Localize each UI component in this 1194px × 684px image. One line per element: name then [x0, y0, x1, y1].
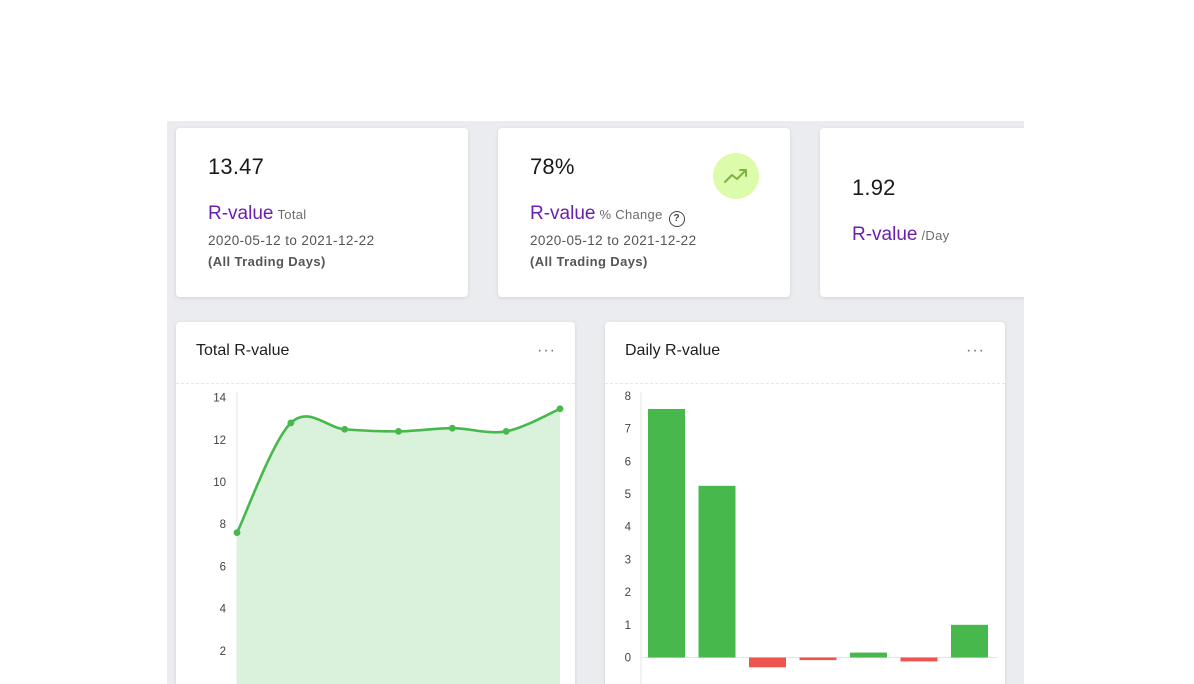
- total-rvalue-chart: 2 4 6 8 10 12 14: [213, 392, 564, 684]
- stat-value: 78%: [530, 154, 575, 179]
- trending-up-icon: [713, 153, 759, 199]
- data-point: [233, 529, 241, 537]
- y-tick-label: 12: [213, 435, 226, 447]
- y-tick-label: 2: [220, 646, 226, 658]
- bar: [900, 657, 938, 662]
- stat-value: 1.92: [852, 175, 896, 200]
- stat-note: (All Trading Days): [208, 254, 326, 269]
- data-point: [287, 419, 295, 427]
- stat-card-total: 13.47 R-value Total 2020-05-12 to 2021-12…: [176, 128, 468, 297]
- bar: [951, 624, 988, 658]
- y-tick-label: 7: [625, 424, 631, 436]
- more-options-icon[interactable]: ···: [966, 342, 985, 359]
- y-tick-label: 14: [213, 393, 226, 405]
- stat-label-sub: /Day: [921, 228, 950, 243]
- chart-title: Daily R-value: [625, 342, 721, 359]
- y-tick-label: 10: [213, 477, 226, 489]
- daily-rvalue-card: Daily R-value ··· 0 1 2 3 4 5 6 7 8: [605, 322, 1005, 684]
- divider: [176, 383, 575, 384]
- stat-card-per-day: 1.92 R-value/Day: [820, 128, 1024, 297]
- bar: [648, 408, 685, 658]
- data-point: [341, 425, 349, 433]
- divider: [605, 383, 1005, 384]
- y-tick-label: 5: [625, 489, 631, 501]
- y-tick-label: 4: [625, 522, 632, 534]
- y-tick-label: 6: [625, 456, 631, 468]
- area-fill: [237, 408, 560, 684]
- stat-value: 13.47: [208, 154, 265, 179]
- y-tick-label: 3: [625, 554, 631, 566]
- y-tick-label: 2: [625, 587, 631, 599]
- stat-date-range: 2020-05-12 to 2021-12-22: [208, 233, 375, 248]
- bar: [850, 652, 887, 658]
- bar: [799, 657, 837, 661]
- stat-label: R-value Total: [208, 203, 306, 225]
- total-rvalue-card: Total R-value ··· 2 4 6 8 10 12 14: [176, 322, 575, 684]
- stat-label: R-value% Change?: [530, 203, 685, 227]
- dashboard-viewport: 13.47 R-value Total 2020-05-12 to 2021-12…: [167, 121, 1024, 684]
- y-tick-label: 8: [625, 391, 631, 403]
- help-icon[interactable]: ?: [668, 211, 685, 227]
- chart-title: Total R-value: [196, 342, 290, 359]
- stat-label-main: R-value: [852, 224, 918, 245]
- y-tick-label: 6: [220, 561, 226, 573]
- y-tick-label: 0: [625, 653, 631, 665]
- stat-label-main: R-value: [208, 203, 274, 224]
- data-point: [395, 427, 402, 435]
- data-point: [448, 424, 456, 432]
- stat-card-change: 78% R-value% Change? 2020-05-12 to 2021-…: [498, 128, 790, 297]
- y-tick-label: 4: [220, 604, 227, 616]
- stat-label-sub: % Change: [599, 207, 663, 222]
- daily-rvalue-chart: 0 1 2 3 4 5 6 7 8: [625, 391, 997, 684]
- data-point: [556, 405, 564, 413]
- bar: [698, 485, 736, 658]
- stat-date-range: 2020-05-12 to 2021-12-22: [530, 233, 697, 248]
- more-options-icon[interactable]: ···: [537, 342, 556, 359]
- y-tick-label: 1: [625, 620, 631, 632]
- stat-label-sub: Total: [277, 207, 307, 222]
- data-point: [502, 427, 510, 435]
- y-tick-label: 8: [220, 519, 226, 531]
- stat-label: R-value/Day: [852, 224, 949, 246]
- stat-note: (All Trading Days): [530, 254, 648, 269]
- bar: [749, 657, 786, 668]
- stat-label-main: R-value: [530, 203, 596, 224]
